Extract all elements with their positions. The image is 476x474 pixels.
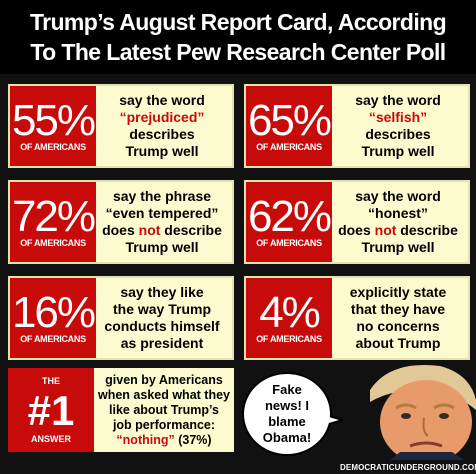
stat-block: 65% OF AMERICANS xyxy=(246,86,332,166)
desc-line: describes xyxy=(129,126,195,142)
stat-card-no-concerns: 4% OF AMERICANS explicitly state that th… xyxy=(244,276,470,360)
desc-line: Trump well xyxy=(125,239,199,255)
desc-highlight: “nothing” xyxy=(116,432,175,447)
desc-text: describe xyxy=(160,222,222,238)
bubble-line: Fake xyxy=(272,382,302,397)
stat-percent: 65% xyxy=(247,96,332,145)
rank-description: given by Americans when asked what they … xyxy=(94,368,234,452)
desc-line: “even tempered” xyxy=(105,205,219,221)
desc-line: say the word xyxy=(119,92,205,108)
desc-line: say they like xyxy=(120,284,204,300)
desc-line: that they have xyxy=(350,301,446,317)
stat-sublabel: OF AMERICANS xyxy=(256,238,322,248)
stat-block: 55% OF AMERICANS xyxy=(10,86,96,166)
rank-number: #1 xyxy=(27,387,75,434)
stat-card-prejudiced: 55% OF AMERICANS say the word “prejudice… xyxy=(8,84,234,168)
desc-line: explicitly state xyxy=(349,284,447,300)
desc-line: say the word xyxy=(355,188,441,204)
desc-line: given by Americans xyxy=(105,372,223,387)
stat-percent: 16% xyxy=(11,288,96,337)
rank-top-label: THE xyxy=(42,376,60,386)
bubble-line: news! I xyxy=(264,398,310,413)
desc-line: does not describe xyxy=(338,222,458,239)
desc-line: “nothing” (37%) xyxy=(116,433,211,448)
stat-description: say the word “honest” does not describe … xyxy=(332,182,464,262)
stat-card-even-tempered: 72% OF AMERICANS say the phrase “even te… xyxy=(8,180,234,264)
desc-line: “honest” xyxy=(368,205,428,221)
page-title: Trump’s August Report Card, According To… xyxy=(0,0,476,74)
desc-line: say the phrase xyxy=(112,188,212,204)
stat-block: 16% OF AMERICANS xyxy=(10,278,96,358)
desc-highlight: not xyxy=(374,222,397,238)
stat-sublabel: OF AMERICANS xyxy=(20,142,86,152)
desc-text: does xyxy=(102,222,139,238)
stat-sublabel: OF AMERICANS xyxy=(20,238,86,248)
speech-bubble: Fake news! I blame Obama! xyxy=(242,372,332,456)
desc-line: as president xyxy=(120,335,204,351)
desc-highlight: “selfish” xyxy=(368,109,428,125)
desc-line: Trump well xyxy=(125,143,199,159)
stat-description: say they like the way Trump conducts him… xyxy=(96,278,228,358)
bubble-line: blame xyxy=(268,414,306,429)
desc-line: Trump well xyxy=(361,239,435,255)
desc-line: when asked what they xyxy=(98,387,230,402)
stat-description: say the word “prejudiced” describes Trum… xyxy=(96,86,228,166)
stat-card-honest: 62% OF AMERICANS say the word “honest” d… xyxy=(244,180,470,264)
desc-text: describe xyxy=(396,222,458,238)
desc-line: about Trump xyxy=(355,335,441,351)
stat-description: say the word “selfish” describes Trump w… xyxy=(332,86,464,166)
stat-card-conduct: 16% OF AMERICANS say they like the way T… xyxy=(8,276,234,360)
desc-line: describes xyxy=(365,126,431,142)
desc-line: does not describe xyxy=(102,222,222,239)
stat-sublabel: OF AMERICANS xyxy=(256,142,322,152)
stat-percent: 4% xyxy=(259,288,321,337)
rank-bottom-label: ANSWER xyxy=(31,434,71,444)
desc-text: (37%) xyxy=(174,432,212,447)
desc-highlight: not xyxy=(138,222,161,238)
stat-description: say the phrase “even tempered” does not … xyxy=(96,182,228,262)
rank-block: THE #1 ANSWER xyxy=(8,368,94,452)
desc-line: conducts himself xyxy=(104,318,220,334)
desc-line: Trump well xyxy=(361,143,435,159)
title-line-1: Trump’s August Report Card, According xyxy=(29,9,447,35)
desc-line: no concerns xyxy=(356,318,440,334)
stat-percent: 62% xyxy=(247,192,332,241)
desc-line: like about Trump’s xyxy=(109,402,219,417)
speech-bubble-tail-fill xyxy=(322,415,339,425)
desc-text: does xyxy=(338,222,375,238)
stat-block: 62% OF AMERICANS xyxy=(246,182,332,262)
trump-portrait-image xyxy=(330,360,476,460)
stat-sublabel: OF AMERICANS xyxy=(20,334,86,344)
stat-description: explicitly state that they have no conce… xyxy=(332,278,464,358)
stat-percent: 72% xyxy=(11,192,96,241)
desc-highlight: “prejudiced” xyxy=(119,109,205,125)
desc-line: job performance: xyxy=(112,417,216,432)
title-line-2: To The Latest Pew Research Center Poll xyxy=(30,39,446,65)
stat-block: 72% OF AMERICANS xyxy=(10,182,96,262)
stat-sublabel: OF AMERICANS xyxy=(256,334,322,344)
stat-card-selfish: 65% OF AMERICANS say the word “selfish” … xyxy=(244,84,470,168)
desc-line: the way Trump xyxy=(112,301,212,317)
source-credit: DEMOCRATICUNDERGROUND.COM xyxy=(340,463,476,472)
stat-block: 4% OF AMERICANS xyxy=(246,278,332,358)
bubble-line: Obama! xyxy=(262,430,312,445)
desc-line: say the word xyxy=(355,92,441,108)
stat-percent: 55% xyxy=(11,96,96,145)
